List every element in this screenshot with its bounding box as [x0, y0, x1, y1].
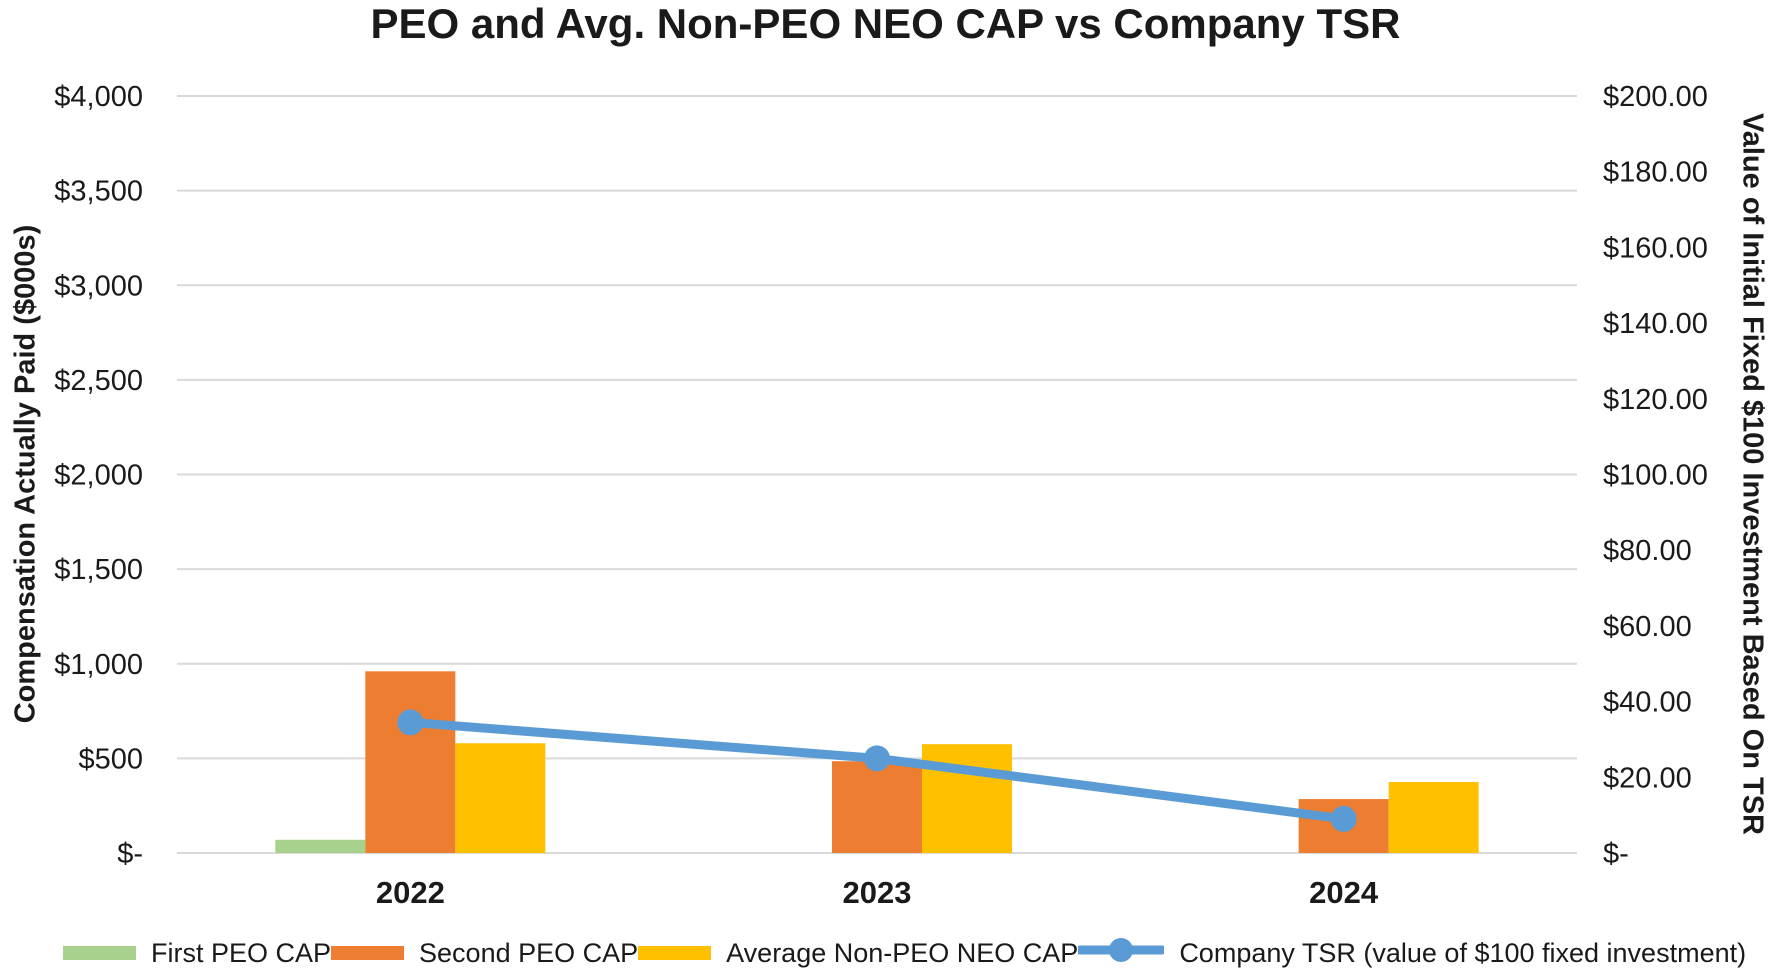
y-right-tick-label: $40.00: [1603, 687, 1692, 719]
y-right-tick-label: $160.00: [1603, 232, 1708, 264]
legend-item-first-peo-cap: First PEO CAP: [63, 938, 331, 969]
legend-swatch-average-non-peo-neo-cap: [638, 946, 712, 960]
legend-label: Company TSR (value of $100 fixed investm…: [1179, 937, 1747, 968]
y-right-tick-label: $-: [1603, 838, 1629, 870]
y-left-tick-label: $500: [78, 743, 143, 775]
legend-label: First PEO CAP: [151, 937, 332, 968]
legend-item-company-tsr-value-of-100-fixed-investment: Company TSR (value of $100 fixed investm…: [1075, 936, 1747, 971]
bar-average-non-peo-neo-cap-2022: [455, 743, 546, 853]
y-right-tick-label: $20.00: [1603, 762, 1692, 794]
y-right-tick-label: $200.00: [1603, 81, 1708, 113]
bar-second-peo-cap-2023: [832, 761, 922, 853]
y-right-tick-label: $60.00: [1603, 611, 1692, 643]
y-left-tick-label: $2,500: [54, 365, 143, 397]
chart-legend: First PEO CAP Second PEO CAP Average Non-P…: [0, 934, 1771, 972]
y-right-tick-label: $80.00: [1603, 535, 1692, 567]
y-left-tick-label: $4,000: [54, 81, 143, 113]
legend-item-second-peo-cap: Second PEO CAP: [331, 938, 638, 969]
x-category-label: 2022: [376, 875, 445, 910]
bar-average-non-peo-neo-cap-2024: [1388, 782, 1479, 853]
y-right-tick-label: $120.00: [1603, 384, 1708, 416]
x-category-label: 2024: [1309, 875, 1379, 910]
y-left-tick-label: $2,000: [54, 460, 143, 492]
marker-company-tsr-value-of-100-fixed-investment-2023: [864, 745, 890, 772]
bar-first-peo-cap-2022: [275, 839, 366, 853]
y-left-tick-label: $3,500: [54, 176, 143, 208]
legend-label: Second PEO CAP: [419, 937, 639, 968]
bar-second-peo-cap-2022: [365, 671, 456, 853]
legend-item-average-non-peo-neo-cap: Average Non-PEO NEO CAP: [638, 938, 1078, 969]
y-right-tick-label: $180.00: [1603, 157, 1708, 189]
bar-average-non-peo-neo-cap-2023: [922, 744, 1012, 853]
legend-label: Average Non-PEO NEO CAP: [726, 937, 1079, 968]
legend-line-swatch-company-tsr-value-of-100-fixed-investment: [1075, 936, 1167, 971]
x-category-label: 2023: [843, 875, 912, 910]
y-right-tick-label: $100.00: [1603, 460, 1708, 492]
marker-company-tsr-value-of-100-fixed-investment-2024: [1330, 805, 1357, 832]
y-left-tick-label: $3,000: [54, 270, 143, 302]
y-right-tick-label: $140.00: [1603, 308, 1708, 340]
y-left-tick-label: $1,000: [54, 649, 143, 681]
marker-company-tsr-value-of-100-fixed-investment-2022: [397, 709, 424, 736]
chart-title: PEO and Avg. Non-PEO NEO CAP vs Company …: [370, 0, 1401, 47]
legend-swatch-second-peo-cap: [331, 946, 405, 960]
y-left-tick-label: $-: [117, 838, 143, 870]
legend-swatch-first-peo-cap: [63, 946, 136, 960]
y-left-tick-label: $1,500: [54, 554, 143, 586]
